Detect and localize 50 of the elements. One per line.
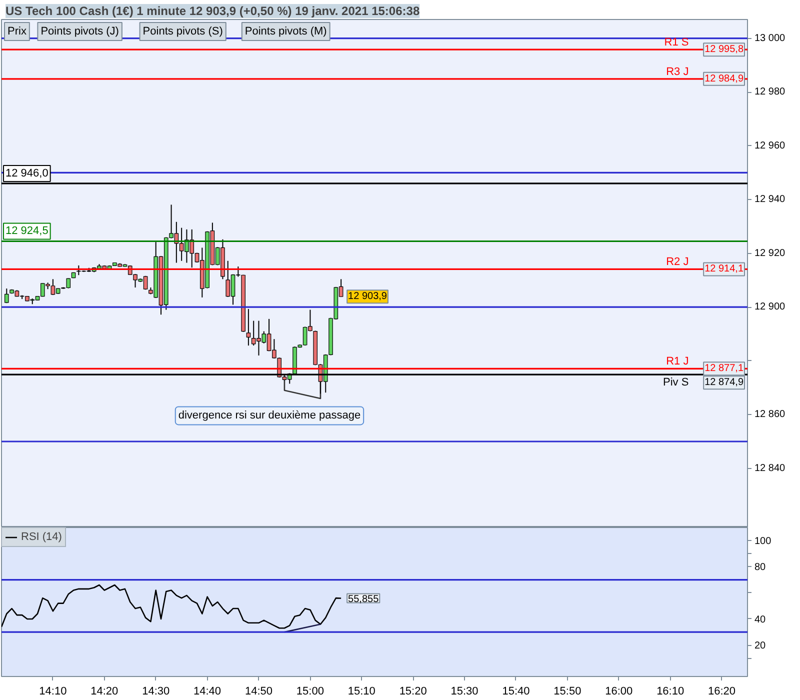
x-tick-label: 16:20	[708, 686, 736, 698]
y-tick-label: 12 860	[754, 409, 786, 420]
y-tick-label: 100	[754, 536, 772, 548]
y-tick-label: 12 900	[754, 302, 786, 313]
annotation: 12 903,9	[348, 291, 388, 302]
y-tick-label: 12 840	[754, 462, 786, 474]
y-tick-label: 13 000	[754, 32, 786, 44]
annotation: 12 984,9	[704, 73, 744, 84]
annotation: 12 877,1	[704, 363, 744, 374]
y-tick-label: 12 960	[754, 140, 786, 152]
x-tick-label: 15:40	[502, 686, 530, 698]
annotation: 55,855	[348, 594, 380, 605]
annotation: Points pivots (M)	[244, 26, 327, 38]
x-tick-label: 14:30	[142, 686, 170, 698]
annotation: divergence rsi sur deuxième passage	[178, 410, 361, 422]
y-tick-label: 12 920	[754, 248, 786, 259]
annotation: 12 924,5	[6, 225, 48, 238]
y-tick-label: 80	[754, 562, 766, 574]
x-tick-label: 15:20	[399, 686, 427, 698]
x-tick-label: 14:50	[244, 686, 273, 698]
x-tick-label: 15:00	[296, 686, 324, 698]
x-tick-label: 15:30	[450, 686, 478, 698]
x-tick-label: 16:10	[656, 686, 684, 698]
annotation: 12 914,1	[704, 264, 744, 275]
x-tick-label: 14:40	[194, 686, 222, 698]
ref-line-label: R1 J	[666, 356, 689, 368]
x-tick-label: 15:50	[554, 686, 582, 698]
x-tick-label: 14:10	[39, 686, 67, 698]
y-tick-label: 40	[754, 614, 766, 626]
ref-line-label: R3 J	[666, 66, 689, 78]
annotation: Points pivots (S)	[142, 26, 223, 38]
annotation: Points pivots (J)	[40, 26, 119, 38]
x-tick-label: 15:10	[348, 686, 376, 698]
x-tick-label: 16:00	[605, 686, 633, 698]
legend-label: RSI (14)	[21, 531, 62, 543]
candlestick	[4, 288, 9, 304]
y-tick-label: 12 940	[754, 194, 786, 206]
y-tick-label: 12 980	[754, 86, 786, 98]
annotation: 12 874,9	[704, 377, 744, 388]
ref-line-label: Piv S	[663, 376, 689, 389]
line-series	[2, 584, 342, 629]
ref-line-label: R1 S	[664, 36, 689, 49]
candlestick	[246, 308, 251, 346]
annotation: Prix	[8, 26, 27, 38]
ref-line-label: R2 J	[666, 256, 689, 268]
annotation: 12 995,8	[704, 44, 744, 56]
chart-title: US Tech 100 Cash (1€) 1 minute 12 903,9 (+0,50 %) 19 janv. 2021 15:06:38	[6, 4, 420, 18]
x-tick-label: 14:20	[90, 686, 118, 698]
y-tick-label: 20	[754, 640, 766, 652]
annotation: 12 946,0	[6, 167, 48, 180]
